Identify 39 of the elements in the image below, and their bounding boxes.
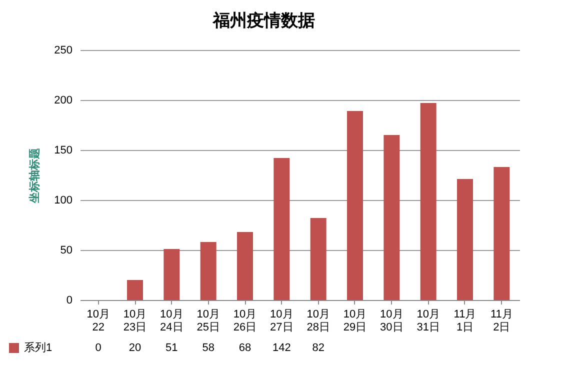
data-label: 20 xyxy=(128,342,142,354)
data-label: 68 xyxy=(238,342,252,354)
bar xyxy=(310,218,326,300)
y-tick-label: 50 xyxy=(60,244,72,256)
x-tick-label: 10月29日 xyxy=(343,308,367,334)
x-tick-label: 10月22 xyxy=(86,308,110,334)
y-tick-label: 150 xyxy=(54,144,72,156)
legend-label: 系列1 xyxy=(24,341,52,354)
y-tick-label: 0 xyxy=(66,294,72,306)
data-label: 82 xyxy=(312,342,324,354)
bar xyxy=(347,111,363,300)
bar xyxy=(420,103,436,300)
bar xyxy=(127,280,143,300)
bar xyxy=(274,158,290,300)
x-tick-label: 11月1日 xyxy=(454,308,476,334)
x-tick-label: 10月28日 xyxy=(306,308,330,334)
x-tick-label: 10月30日 xyxy=(380,308,404,334)
y-tick-label: 200 xyxy=(54,94,72,106)
y-axis-title: 坐标轴标题 xyxy=(28,148,42,204)
x-tick-label: 10月24日 xyxy=(160,308,184,334)
bar xyxy=(164,249,180,300)
y-tick-label: 250 xyxy=(54,44,72,56)
data-label: 51 xyxy=(166,342,178,354)
bar xyxy=(384,135,400,300)
bar xyxy=(457,179,473,300)
x-tick-label: 11月2日 xyxy=(490,308,513,334)
x-tick-label: 10月23日 xyxy=(123,308,147,334)
x-tick-label: 10月31日 xyxy=(416,308,440,334)
x-tick-label: 10月26日 xyxy=(233,308,257,334)
data-label: 0 xyxy=(95,342,102,354)
chart-title: 福州疫情数据 xyxy=(212,11,315,30)
bar xyxy=(237,232,253,300)
bar xyxy=(494,167,510,300)
x-tick-label: 10月25日 xyxy=(196,308,220,334)
data-label: 142 xyxy=(272,342,291,354)
bar xyxy=(200,242,216,300)
data-label: 58 xyxy=(202,342,214,354)
x-tick-label: 10月27日 xyxy=(270,308,294,334)
y-tick-label: 100 xyxy=(54,194,72,206)
